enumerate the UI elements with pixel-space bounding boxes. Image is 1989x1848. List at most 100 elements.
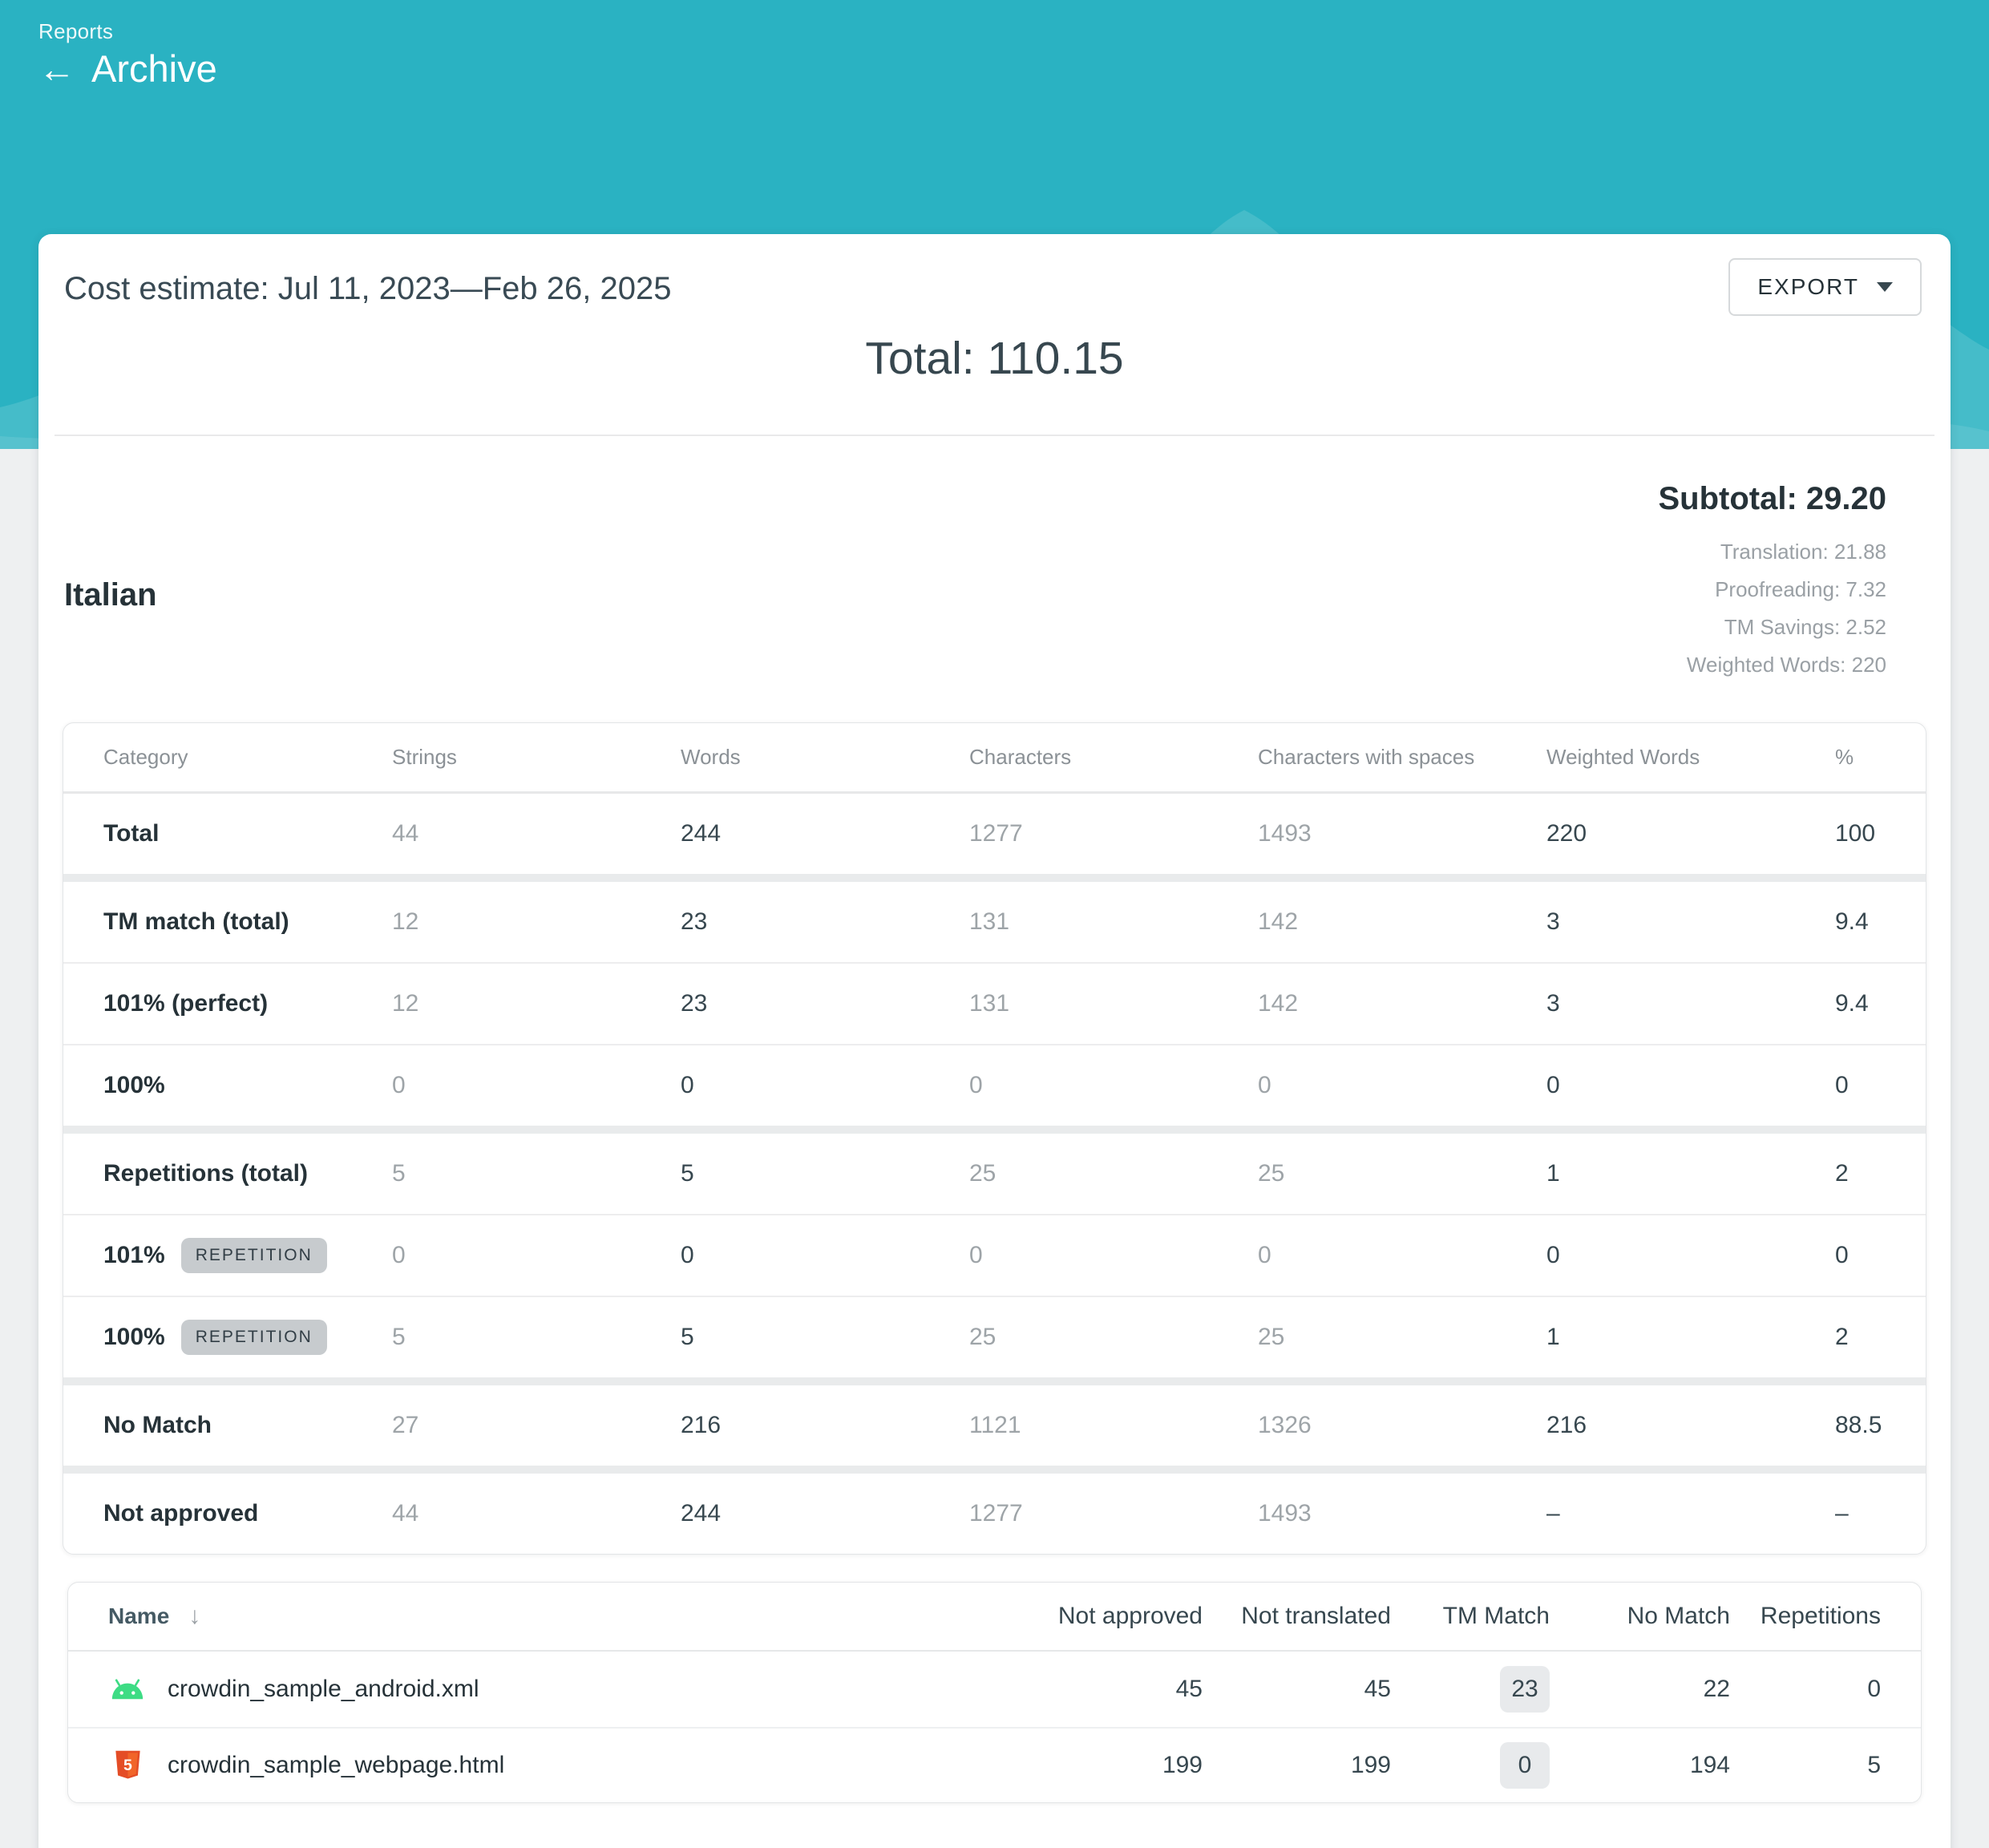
export-button[interactable]: EXPORT	[1728, 258, 1922, 316]
cost-value: 100	[1835, 820, 1876, 847]
cost-table: Category Strings Words Characters Charac…	[63, 722, 1926, 1555]
column-header-name[interactable]: Name ↓	[108, 1603, 201, 1629]
row-separator	[63, 1296, 1926, 1297]
cost-value: 44	[392, 820, 419, 847]
html5-icon: 5	[115, 1750, 140, 1779]
table-row: 100% 0 0 0 0 0 0	[63, 1045, 1926, 1126]
file-row[interactable]: crowdin_sample_android.xml 45 45 23 22 0	[68, 1652, 1921, 1727]
category-label: 101% REPETITION	[63, 1238, 352, 1273]
repetition-badge: REPETITION	[180, 1320, 327, 1355]
table-row: Not approved 44 244 1277 1493 – –	[63, 1474, 1926, 1554]
cost-value: 3	[1546, 990, 1560, 1017]
category-label: Not approved	[103, 1500, 259, 1527]
cost-value: 1326	[1258, 1412, 1312, 1438]
file-row[interactable]: 5 crowdin_sample_webpage.html 199 199 0 194…	[68, 1727, 1921, 1802]
cost-value: 2	[1835, 1324, 1849, 1350]
column-header-tm-match: TM Match	[1442, 1603, 1550, 1629]
cost-value: 1493	[1258, 820, 1312, 847]
cost-value: 0	[392, 1242, 406, 1268]
android-icon	[111, 1678, 144, 1699]
file-stat-value: 194	[1689, 1752, 1730, 1778]
file-stat-value: 22	[1703, 1676, 1730, 1702]
cost-value: 142	[1258, 908, 1299, 935]
subtotal-tm-savings: TM Savings: 2.52	[1724, 615, 1886, 639]
cost-value: 25	[1258, 1160, 1285, 1187]
cost-value: 1493	[1258, 1500, 1312, 1527]
cost-value: 9.4	[1835, 908, 1869, 935]
cost-table-header: Category Strings Words Characters Charac…	[63, 723, 1926, 794]
cost-value: 1121	[969, 1412, 1021, 1438]
cost-value: 5	[681, 1160, 694, 1187]
cost-value: 1277	[969, 820, 1023, 847]
column-header-words: Words	[681, 745, 741, 769]
cost-value: 1277	[969, 1500, 1023, 1527]
page-title: Archive	[91, 47, 217, 90]
language-name: Italian	[64, 577, 157, 613]
tm-match-badge: 0	[1500, 1742, 1550, 1789]
column-header-characters-with-spaces: Characters with spaces	[1258, 745, 1475, 769]
cost-value: 3	[1546, 908, 1560, 935]
column-header-no-match: No Match	[1627, 1603, 1730, 1629]
cost-value: 131	[969, 990, 1010, 1017]
column-header-percent: %	[1835, 745, 1854, 769]
breadcrumb-reports[interactable]: Reports	[38, 19, 114, 43]
category-label: Repetitions (total)	[103, 1160, 308, 1187]
sort-descending-icon: ↓	[188, 1603, 201, 1629]
cost-value: 142	[1258, 990, 1299, 1017]
column-header-weighted-words: Weighted Words	[1546, 745, 1700, 769]
column-header-characters: Characters	[969, 745, 1072, 769]
cost-value: 0	[1835, 1072, 1849, 1098]
cost-value: 25	[969, 1324, 997, 1350]
cost-value: 5	[392, 1324, 406, 1350]
cost-value: 1	[1546, 1324, 1560, 1350]
files-table: Name ↓ Not approved Not translated TM Ma…	[67, 1582, 1922, 1803]
cost-value: 0	[969, 1072, 983, 1098]
back-arrow-icon[interactable]: ←	[38, 47, 75, 90]
file-name[interactable]: crowdin_sample_webpage.html	[168, 1752, 505, 1778]
cost-value: 0	[969, 1242, 983, 1268]
file-stat-value: 199	[1350, 1752, 1391, 1778]
table-row: Repetitions (total) 5 5 25 25 1 2	[63, 1134, 1926, 1214]
svg-text:5: 5	[123, 1756, 132, 1773]
cost-value: –	[1546, 1500, 1560, 1527]
file-stat-value: 199	[1162, 1752, 1203, 1778]
category-label: 100% REPETITION	[63, 1320, 352, 1355]
cost-value: 0	[1258, 1242, 1271, 1268]
table-row: TM match (total) 12 23 131 142 3 9.4	[63, 882, 1926, 962]
category-label: Total	[103, 820, 160, 847]
subtotal-weighted-words: Weighted Words: 220	[1686, 653, 1886, 677]
column-header-strings: Strings	[392, 745, 457, 769]
category-label: 100%	[103, 1072, 165, 1098]
cost-value: 12	[392, 990, 419, 1017]
cost-value: 244	[681, 1500, 722, 1527]
cost-value: 23	[681, 908, 708, 935]
row-separator	[63, 1044, 1926, 1045]
subtotal-translation: Translation: 21.88	[1720, 540, 1886, 564]
category-label: TM match (total)	[103, 908, 289, 935]
table-row: Total 44 244 1277 1493 220 100	[63, 794, 1926, 874]
cost-value: 9.4	[1835, 990, 1869, 1017]
file-stat-value: 45	[1175, 1676, 1203, 1702]
cost-value: 0	[681, 1242, 694, 1268]
row-separator	[63, 1466, 1926, 1474]
cost-value: 27	[392, 1412, 419, 1438]
column-header-category: Category	[103, 745, 188, 769]
table-row: No Match 27 216 1121 1326 216 88.5	[63, 1385, 1926, 1466]
cost-value: 5	[392, 1160, 406, 1187]
cost-value: 244	[681, 820, 722, 847]
file-name[interactable]: crowdin_sample_android.xml	[168, 1676, 479, 1702]
cost-value: 0	[1546, 1072, 1560, 1098]
report-card: Cost estimate: Jul 11, 2023—Feb 26, 2025…	[38, 234, 1951, 1848]
repetition-badge: REPETITION	[180, 1238, 327, 1273]
cost-value: 1	[1546, 1160, 1560, 1187]
cost-value: 0	[681, 1072, 694, 1098]
cost-value: 88.5	[1835, 1412, 1882, 1438]
row-separator	[63, 874, 1926, 882]
cost-value: 5	[681, 1324, 694, 1350]
cost-value: –	[1835, 1500, 1849, 1527]
file-stat-value: 0	[1391, 1742, 1550, 1789]
cost-value: 131	[969, 908, 1010, 935]
file-stat-value: 0	[1867, 1676, 1881, 1702]
file-stat-value: 23	[1391, 1666, 1550, 1713]
column-header-not-approved: Not approved	[1057, 1603, 1203, 1629]
